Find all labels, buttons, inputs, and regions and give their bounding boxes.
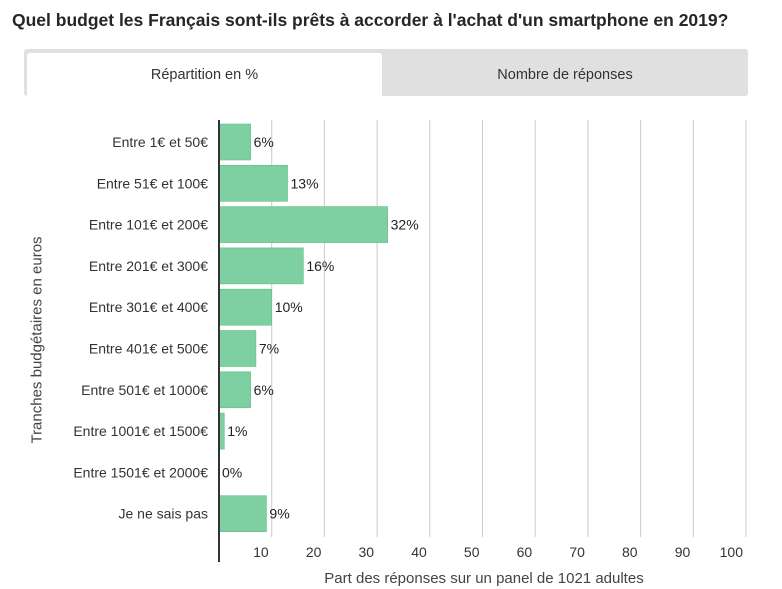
category-label: Entre 51€ et 100€ <box>97 175 209 191</box>
x-tick-label: 70 <box>569 544 585 560</box>
tab-nombre-reponses[interactable]: Nombre de réponses <box>497 66 633 83</box>
data-label: 13% <box>291 175 319 191</box>
data-label: 1% <box>227 423 247 439</box>
data-label: 6% <box>254 134 274 150</box>
category-label: Entre 1001€ et 1500€ <box>73 423 208 439</box>
x-tick-label: 90 <box>675 544 691 560</box>
bar <box>218 165 288 202</box>
data-label: 9% <box>269 506 289 522</box>
x-tick-label: 50 <box>464 544 480 560</box>
category-label: Entre 501€ et 1000€ <box>81 382 208 398</box>
x-axis-title: Part des réponses sur un panel de 1021 a… <box>324 570 644 587</box>
category-label: Je ne sais pas <box>119 506 209 522</box>
data-label: 10% <box>275 299 303 315</box>
bar <box>218 123 251 161</box>
category-label: Entre 1501€ et 2000€ <box>73 464 208 480</box>
category-label: Entre 401€ et 500€ <box>89 341 208 357</box>
data-label: 6% <box>254 382 274 398</box>
x-tick-label: 20 <box>306 544 322 560</box>
bar <box>218 371 251 409</box>
category-label: Entre 301€ et 400€ <box>89 299 208 315</box>
tab-repartition[interactable]: Répartition en % <box>27 53 382 96</box>
x-tick-label: 80 <box>622 544 638 560</box>
chart-title: Quel budget les Français sont-ils prêts … <box>12 10 729 30</box>
x-tick-label: 10 <box>253 544 269 560</box>
bar <box>218 288 273 326</box>
data-label: 32% <box>391 217 419 233</box>
bar <box>218 495 267 533</box>
data-label: 0% <box>222 464 242 480</box>
bar <box>218 330 257 367</box>
bar <box>218 247 304 285</box>
category-label: Entre 1€ et 50€ <box>112 134 208 150</box>
tab-bar: Répartition en % Nombre de réponses <box>24 49 748 96</box>
x-tick-label: 60 <box>517 544 533 560</box>
y-axis-title: Tranches budgétaires en euros <box>28 236 46 444</box>
x-tick-label: 30 <box>359 544 375 560</box>
category-label: Entre 101€ et 200€ <box>89 217 208 233</box>
x-tick-label: 40 <box>411 544 427 560</box>
data-label: 16% <box>306 258 334 274</box>
x-tick-label: 100 <box>720 544 744 560</box>
bar <box>218 206 388 243</box>
category-label: Entre 201€ et 300€ <box>89 258 208 274</box>
data-label: 7% <box>259 341 279 357</box>
